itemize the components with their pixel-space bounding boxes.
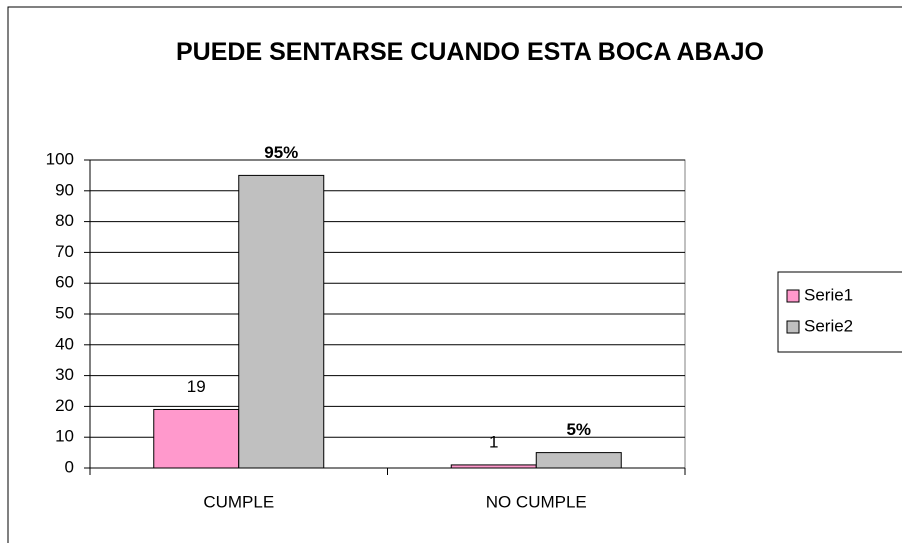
y-tick-label: 80 <box>55 211 74 230</box>
bar <box>535 452 622 469</box>
data-label: 5% <box>566 420 591 439</box>
bar <box>450 464 537 469</box>
legend-label: Serie2 <box>804 316 853 335</box>
y-tick-label: 60 <box>55 273 74 292</box>
y-tick-label: 50 <box>55 303 74 322</box>
chart-title: PUEDE SENTARSE CUANDO ESTA BOCA ABAJO <box>175 38 764 66</box>
legend-box <box>777 271 902 353</box>
legend-label: Serie1 <box>804 285 853 304</box>
data-label: 19 <box>187 377 206 396</box>
data-label: 1 <box>489 432 498 451</box>
bar <box>153 408 240 469</box>
y-tick-label: 0 <box>65 457 74 476</box>
x-tick-label: CUMPLE <box>203 492 274 511</box>
y-tick-label: 30 <box>55 365 74 384</box>
y-tick-label: 40 <box>55 334 74 353</box>
y-tick-label: 20 <box>55 396 74 415</box>
bar <box>238 174 325 469</box>
x-tick-label: NO CUMPLE <box>486 492 587 511</box>
y-tick-label: 70 <box>55 242 74 261</box>
y-tick-label: 100 <box>46 149 74 168</box>
data-label: 95% <box>264 143 298 162</box>
y-tick-label: 10 <box>55 427 74 446</box>
legend-swatch <box>786 320 800 334</box>
y-tick-label: 90 <box>55 180 74 199</box>
legend-swatch <box>786 289 800 303</box>
